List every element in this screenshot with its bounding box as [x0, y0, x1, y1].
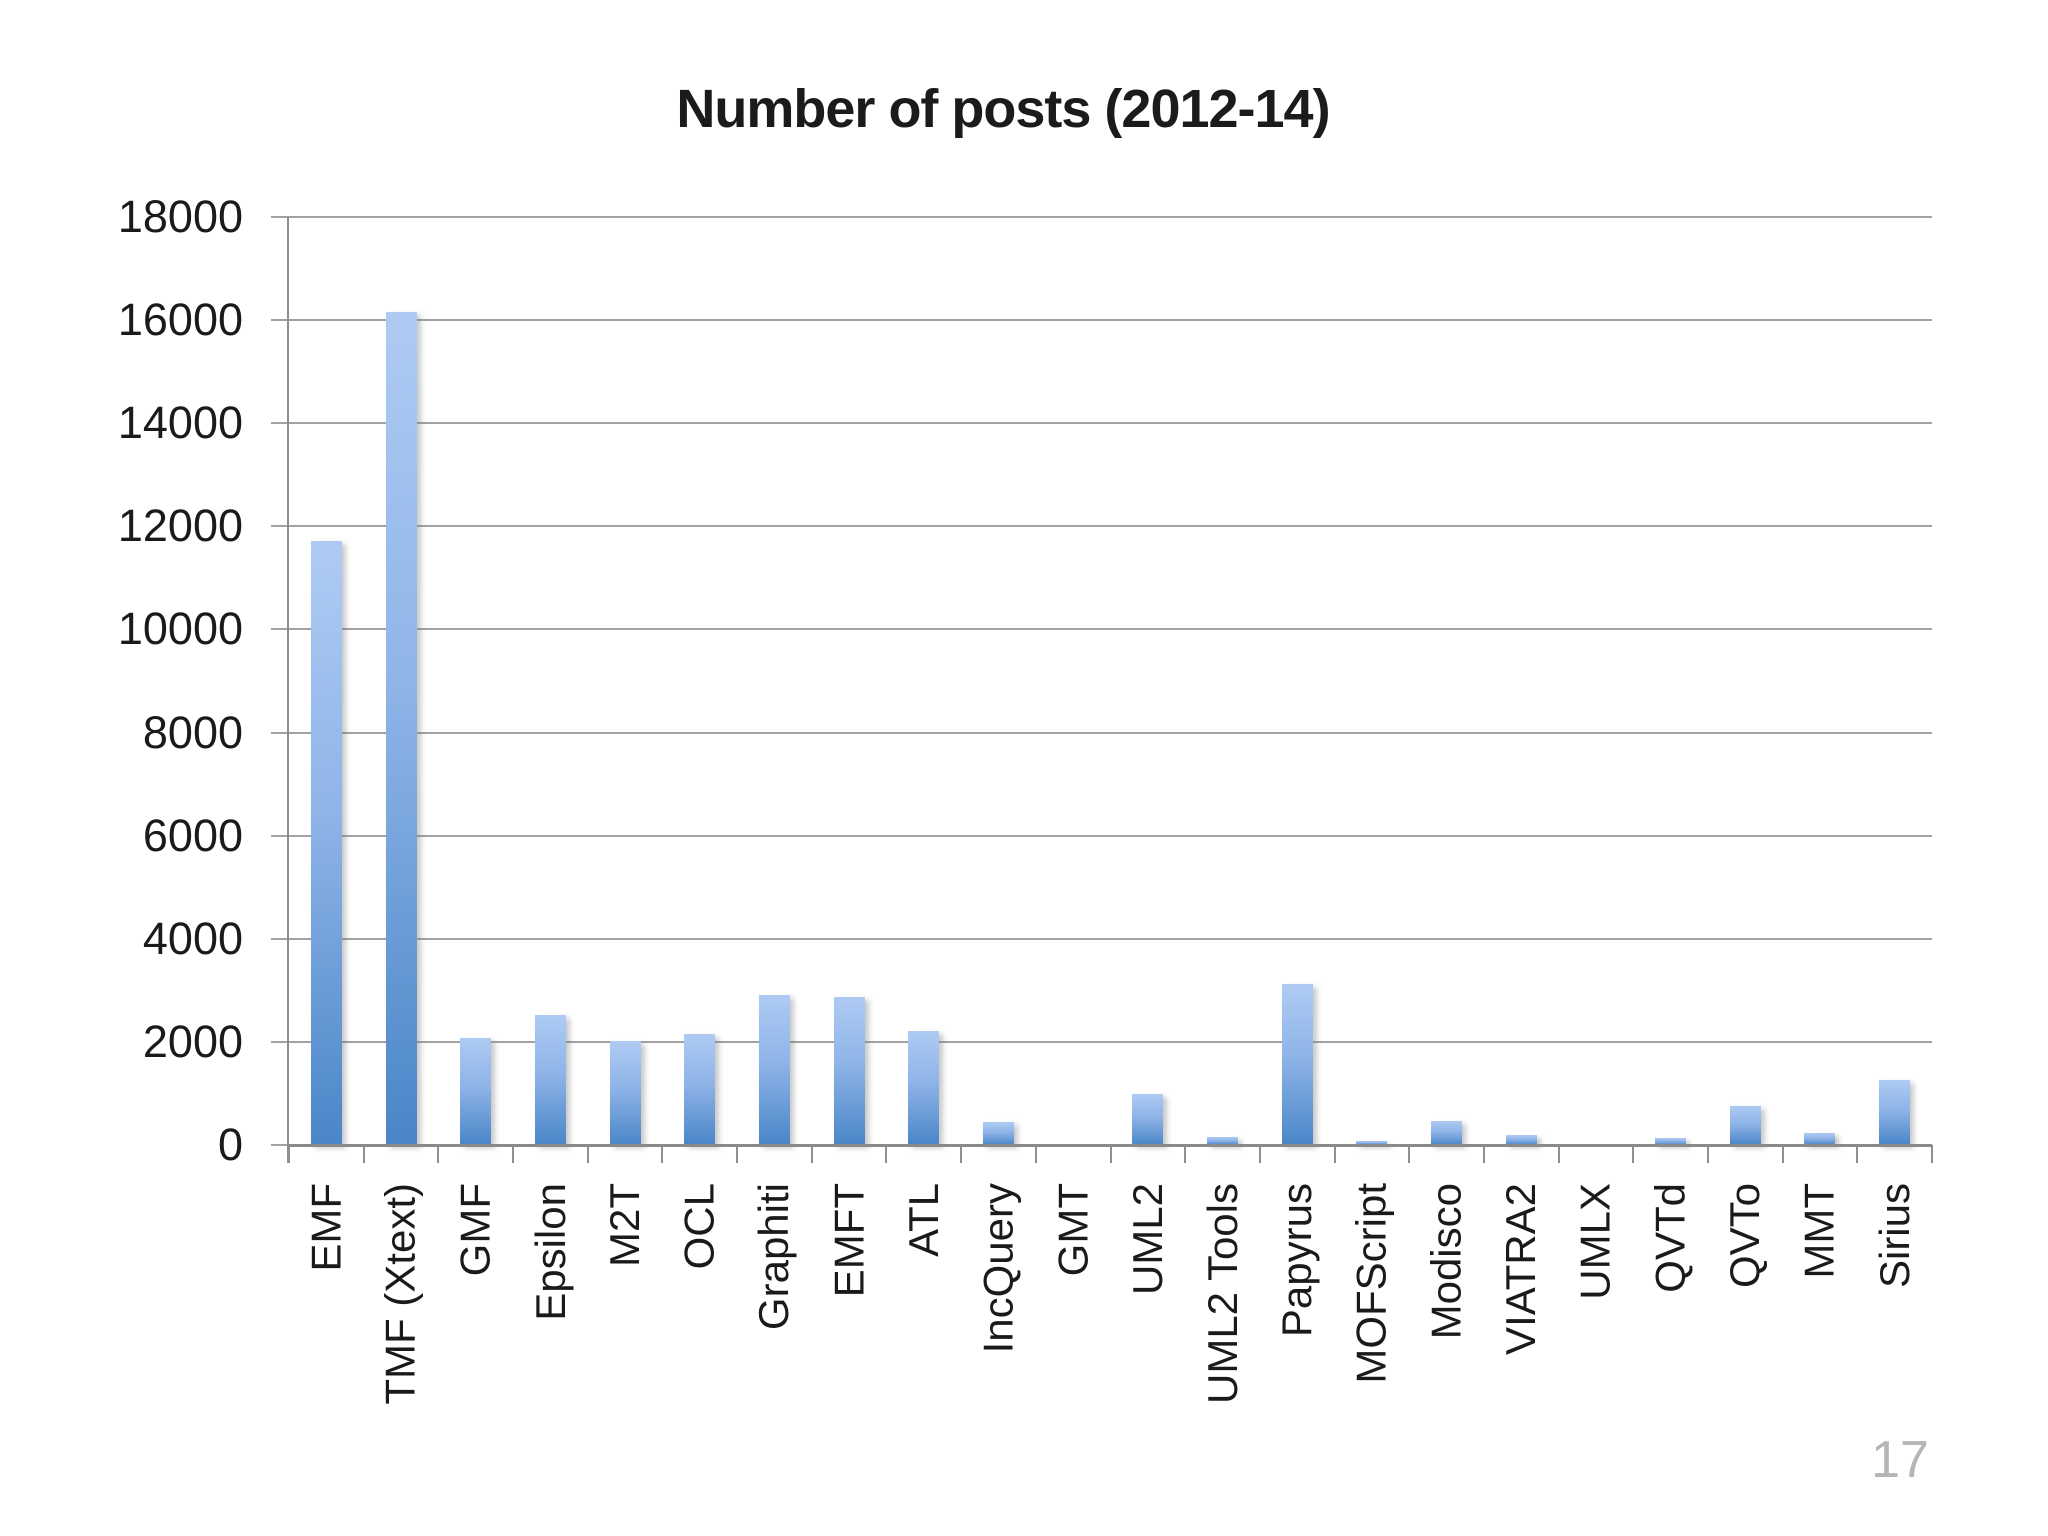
y-axis-tick-label: 2000 [142, 1015, 243, 1067]
y-axis-tick-label: 6000 [142, 809, 243, 861]
y-axis-tick-label: 16000 [117, 294, 243, 346]
x-axis-label: Papyrus [1273, 1183, 1321, 1338]
x-axis-tick [736, 1145, 739, 1163]
x-axis-tick [661, 1145, 664, 1163]
x-axis-tick [1781, 1145, 1784, 1163]
y-axis-tick-label: 8000 [142, 706, 243, 758]
bar-uml2-tools [1207, 1136, 1239, 1145]
bar-atl [908, 1030, 940, 1145]
x-axis-tick [586, 1145, 589, 1163]
x-axis-tick [1931, 1145, 1933, 1163]
x-axis-label: TMF (Xtext) [377, 1183, 425, 1405]
x-axis-tick [1184, 1145, 1187, 1163]
gridline [271, 731, 1932, 734]
bar-qvto [1729, 1105, 1761, 1145]
bar-m2t [609, 1040, 641, 1145]
bar-incquery [982, 1122, 1014, 1145]
gridline [271, 1040, 1932, 1043]
x-axis-label: MOFScript [1347, 1183, 1395, 1384]
gridline [271, 628, 1932, 631]
bar-graphiti [758, 995, 790, 1145]
bar-viatra2 [1505, 1135, 1537, 1145]
x-axis-label: EMFT [825, 1183, 873, 1298]
x-axis-label: Epsilon [526, 1183, 574, 1321]
y-axis-tick-label: 4000 [142, 912, 243, 964]
gridline [271, 937, 1932, 940]
y-axis-tick-label: 10000 [117, 603, 243, 655]
x-axis-label: QVTo [1721, 1183, 1769, 1289]
gridline [271, 525, 1932, 528]
x-axis-tick [1258, 1145, 1261, 1163]
y-axis-tick-label: 0 [217, 1119, 243, 1170]
x-axis-label: MMT [1795, 1183, 1843, 1279]
x-axis-line [289, 1144, 1932, 1147]
x-axis-tick [1333, 1145, 1336, 1163]
x-axis-label: GMT [1049, 1183, 1097, 1277]
y-axis-line [287, 217, 289, 1163]
x-axis-tick [810, 1145, 813, 1163]
x-axis-tick [1856, 1145, 1859, 1163]
bar-mmt [1804, 1133, 1836, 1145]
x-axis-tick [1109, 1145, 1112, 1163]
x-axis-tick [885, 1145, 888, 1163]
x-axis-label: UML2 [1123, 1183, 1171, 1296]
x-axis-label: Sirius [1870, 1183, 1918, 1289]
x-axis-label: VIATRA2 [1497, 1183, 1545, 1355]
x-axis-label: Modisco [1422, 1183, 1470, 1340]
gridline [271, 319, 1932, 322]
y-axis-tick-label: 14000 [117, 397, 243, 449]
x-axis-label: IncQuery [974, 1183, 1022, 1354]
x-axis-tick [960, 1145, 963, 1163]
page-number: 17 [1871, 1431, 1929, 1489]
x-axis-tick [1557, 1145, 1560, 1163]
x-axis-label: Graphiti [750, 1183, 798, 1331]
x-axis-label: M2T [601, 1183, 649, 1267]
x-axis-tick [288, 1145, 290, 1163]
x-axis-tick [1034, 1145, 1037, 1163]
x-axis-tick [1706, 1145, 1709, 1163]
bar-tmf-xtext- [385, 312, 417, 1145]
x-axis-tick [1408, 1145, 1411, 1163]
y-axis-tick-label: 18000 [117, 191, 243, 242]
gridline [271, 834, 1932, 837]
bar-ocl [684, 1034, 716, 1145]
chart-title: Number of posts (2012-14) [676, 79, 1330, 139]
x-axis-label: GMF [451, 1183, 499, 1277]
x-axis-tick [437, 1145, 440, 1163]
x-axis-tick [1482, 1145, 1485, 1163]
x-axis-label: OCL [675, 1183, 723, 1270]
bar-emft [833, 996, 865, 1145]
bar-epsilon [534, 1015, 566, 1145]
x-axis-tick [1632, 1145, 1635, 1163]
x-axis-label: UML2 Tools [1198, 1183, 1246, 1404]
x-axis-tick [362, 1145, 365, 1163]
bar-modisco [1431, 1121, 1463, 1145]
bar-mofscript [1356, 1141, 1388, 1145]
x-axis-tick [512, 1145, 515, 1163]
bar-emf [310, 540, 342, 1145]
y-axis-tick-label: 12000 [117, 500, 243, 552]
bar-gmf [460, 1038, 492, 1145]
bar-sirius [1879, 1080, 1911, 1145]
bar-uml2 [1132, 1094, 1164, 1145]
bar-papyrus [1281, 984, 1313, 1145]
x-axis-label: EMF [302, 1183, 350, 1272]
gridline [271, 216, 1932, 218]
gridline [271, 422, 1932, 425]
x-axis-label: UMLX [1571, 1183, 1619, 1300]
bar-qvtd [1655, 1137, 1687, 1145]
x-axis-label: QVTd [1646, 1183, 1694, 1293]
x-axis-label: ATL [899, 1183, 947, 1257]
